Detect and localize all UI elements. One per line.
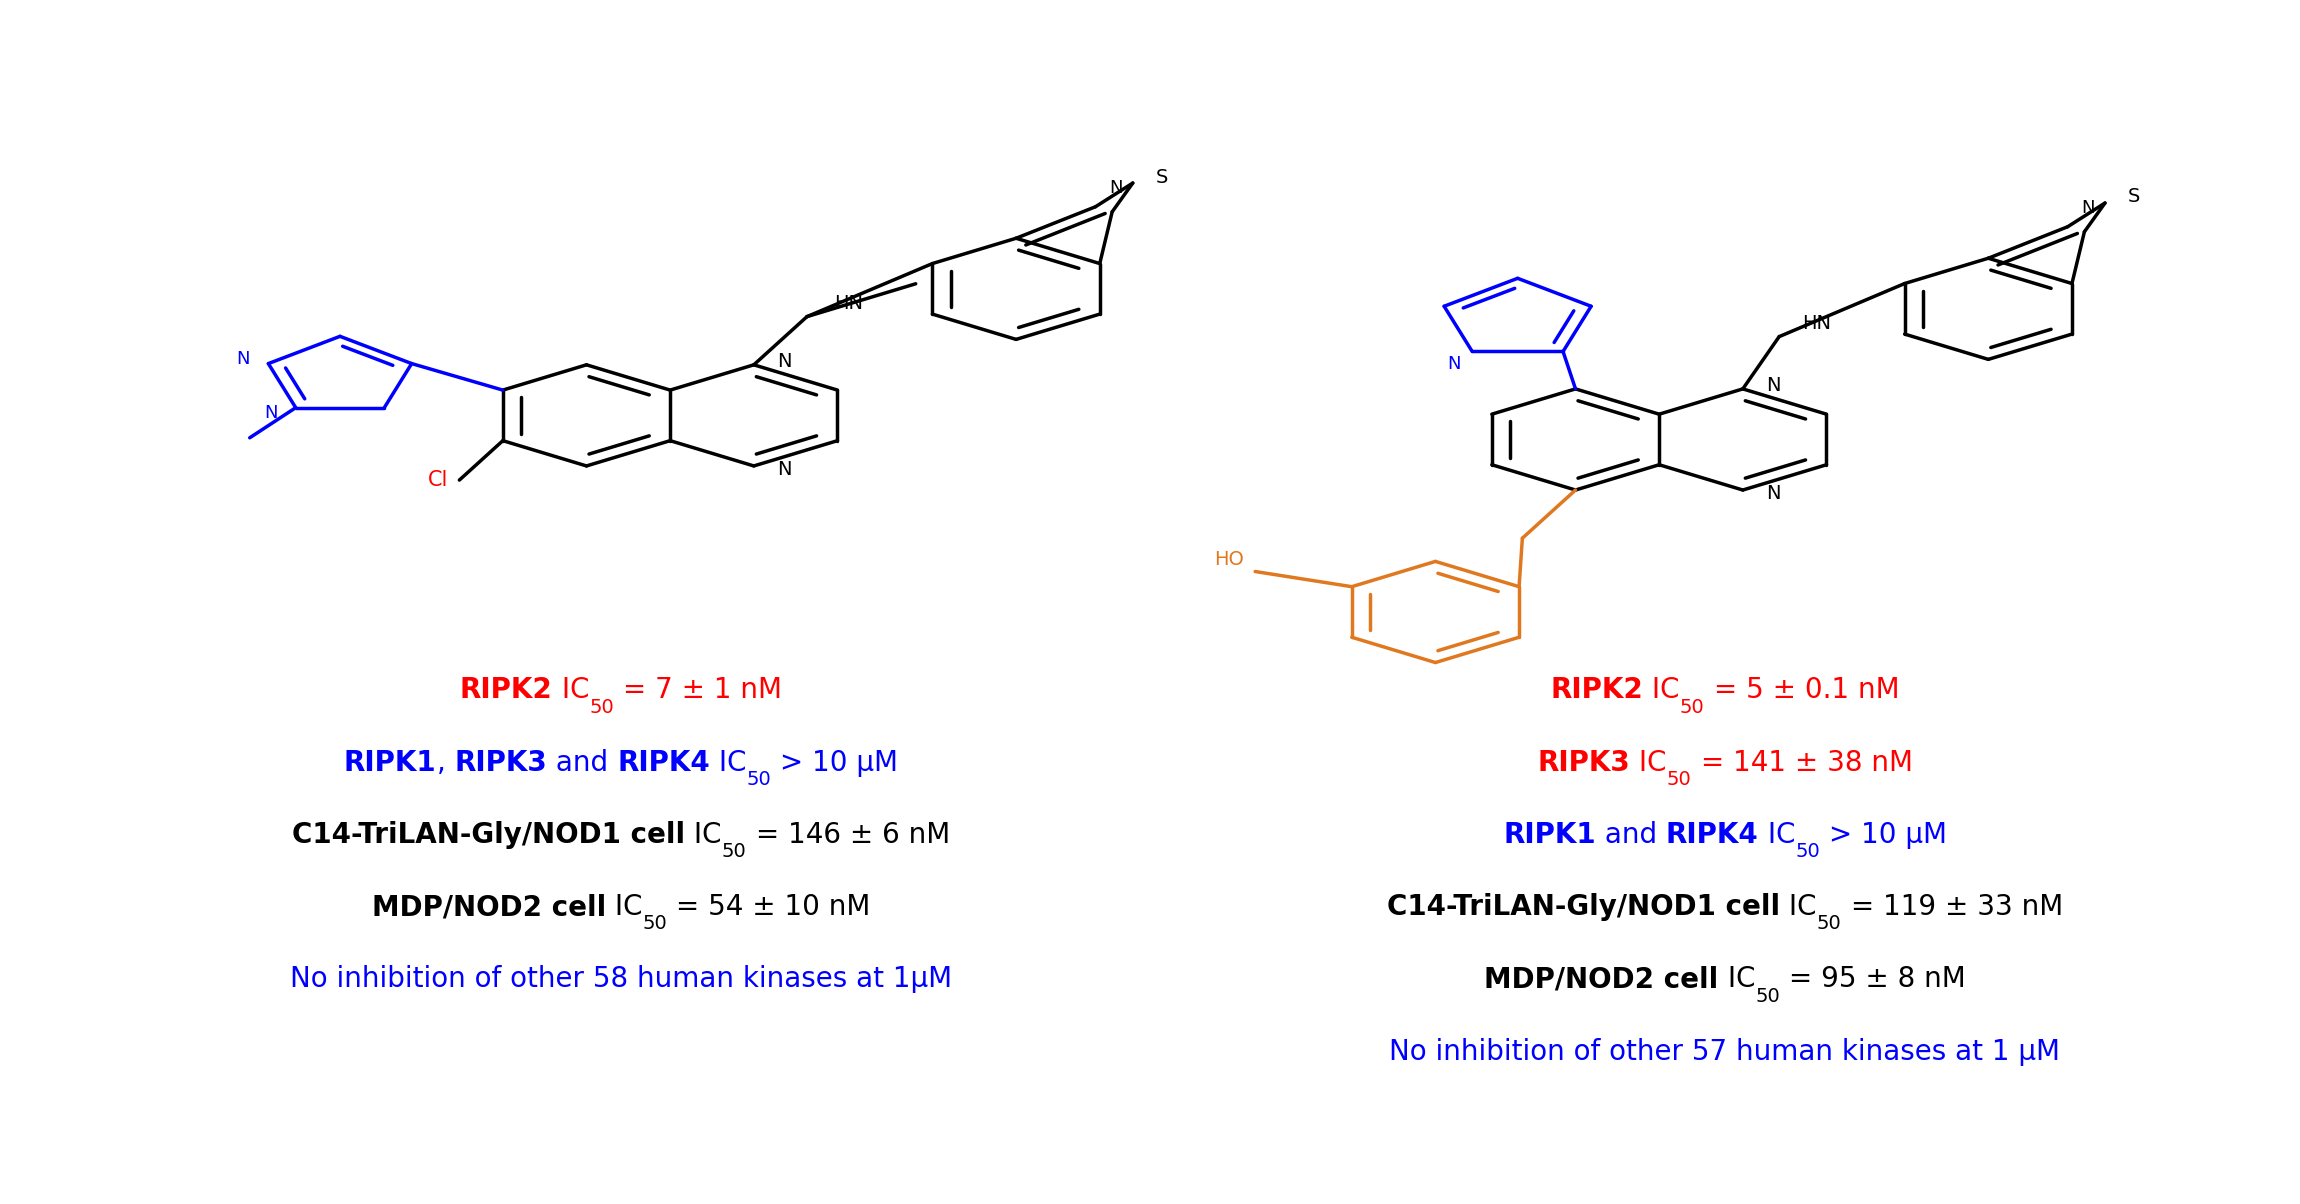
Text: 50: 50	[1817, 915, 1842, 933]
Text: 50: 50	[1794, 843, 1819, 861]
Text: IC: IC	[552, 677, 589, 704]
Text: HN: HN	[835, 294, 862, 313]
Text: IC: IC	[685, 821, 722, 849]
Text: No inhibition of other 57 human kinases at 1 μM: No inhibition of other 57 human kinases …	[1389, 1038, 2061, 1066]
Text: IC: IC	[1780, 893, 1817, 921]
Text: and: and	[547, 749, 616, 777]
Text: MDP/NOD2 cell: MDP/NOD2 cell	[373, 893, 605, 921]
Text: HN: HN	[1803, 314, 1831, 334]
Text: 50: 50	[722, 843, 748, 861]
Text: RIPK4: RIPK4	[1665, 821, 1760, 849]
Text: 50: 50	[1755, 987, 1780, 1005]
Text: and: and	[1596, 821, 1665, 849]
Text: RIPK1: RIPK1	[345, 749, 437, 777]
Text: IC: IC	[711, 749, 745, 777]
Text: HO: HO	[1214, 550, 1244, 569]
Text: = 5 ± 0.1 nM: = 5 ± 0.1 nM	[1704, 677, 1900, 704]
Text: 50: 50	[589, 698, 614, 716]
Text: RIPK3: RIPK3	[455, 749, 547, 777]
Text: No inhibition of other 58 human kinases at 1μM: No inhibition of other 58 human kinases …	[290, 966, 952, 993]
Text: N: N	[1766, 484, 1780, 503]
Text: C14-TriLAN-Gly/NOD1 cell: C14-TriLAN-Gly/NOD1 cell	[1387, 893, 1780, 921]
Text: IC: IC	[1631, 749, 1667, 777]
Text: = 7 ± 1 nM: = 7 ± 1 nM	[614, 677, 782, 704]
Text: = 146 ± 6 nM: = 146 ± 6 nM	[748, 821, 950, 849]
Text: RIPK4: RIPK4	[616, 749, 711, 777]
Text: > 10 μM: > 10 μM	[1819, 821, 1946, 849]
Text: S: S	[2128, 188, 2141, 206]
Text: RIPK2: RIPK2	[460, 677, 552, 704]
Text: = 54 ± 10 nM: = 54 ± 10 nM	[667, 893, 869, 921]
Text: > 10 μM: > 10 μM	[770, 749, 897, 777]
Text: IC: IC	[1718, 966, 1755, 993]
Text: 50: 50	[1679, 698, 1704, 716]
Text: RIPK2: RIPK2	[1550, 677, 1644, 704]
Text: 50: 50	[745, 771, 771, 789]
Text: MDP/NOD2 cell: MDP/NOD2 cell	[1484, 966, 1718, 993]
Text: = 119 ± 33 nM: = 119 ± 33 nM	[1842, 893, 2063, 921]
Text: N: N	[1109, 179, 1122, 197]
Text: N: N	[777, 352, 791, 371]
Text: = 141 ± 38 nM: = 141 ± 38 nM	[1690, 749, 1914, 777]
Text: C14-TriLAN-Gly/NOD1 cell: C14-TriLAN-Gly/NOD1 cell	[292, 821, 685, 849]
Text: RIPK3: RIPK3	[1536, 749, 1631, 777]
Text: N: N	[1766, 376, 1780, 395]
Text: IC: IC	[1644, 677, 1679, 704]
Text: S: S	[1157, 167, 1168, 187]
Text: Cl: Cl	[428, 470, 448, 490]
Text: N: N	[264, 403, 278, 421]
Text: RIPK1: RIPK1	[1504, 821, 1596, 849]
Text: N: N	[2082, 199, 2095, 217]
Text: ,: ,	[437, 749, 455, 777]
Text: 50: 50	[642, 915, 667, 933]
Text: IC: IC	[605, 893, 642, 921]
Text: N: N	[1447, 355, 1460, 373]
Text: N: N	[777, 460, 791, 479]
Text: IC: IC	[1760, 821, 1794, 849]
Text: 50: 50	[1668, 771, 1690, 789]
Text: N: N	[237, 350, 251, 367]
Text: = 95 ± 8 nM: = 95 ± 8 nM	[1780, 966, 1966, 993]
